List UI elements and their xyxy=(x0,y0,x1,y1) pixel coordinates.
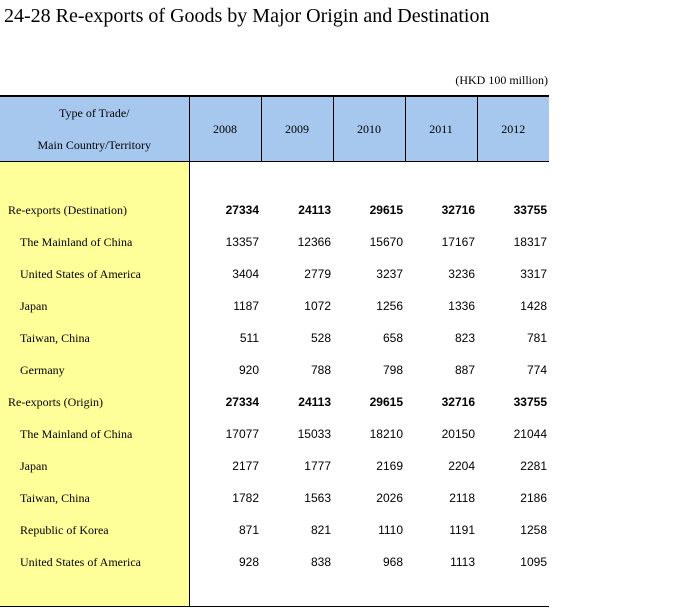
table-cell: 2169 xyxy=(376,459,403,473)
table-cell: 1256 xyxy=(376,299,403,313)
table-row-reexports-origin: Re-exports (Origin) 27334 24113 29615 32… xyxy=(0,386,549,418)
page-title: 24-28 Re-exports of Goods by Major Origi… xyxy=(4,5,490,27)
table-cell: 1777 xyxy=(304,459,331,473)
header-year-2012: 2012 xyxy=(476,95,549,162)
header-year-2010: 2010 xyxy=(332,95,405,162)
row-label: The Mainland of China xyxy=(0,226,190,258)
table-cell: 2281 xyxy=(520,459,547,473)
table-cell: 21044 xyxy=(513,427,547,441)
table-cell: 1336 xyxy=(448,299,475,313)
row-label: Taiwan, China xyxy=(0,322,190,354)
header-year-2011: 2011 xyxy=(404,95,477,162)
table-cell: 32716 xyxy=(441,203,475,217)
table-cell: 2026 xyxy=(376,491,403,505)
table-row: Republic of Korea 871 821 1110 1191 1258 xyxy=(0,514,549,546)
table-cell: 32716 xyxy=(441,395,475,409)
table-cell: 821 xyxy=(310,523,331,537)
table-cell: 968 xyxy=(382,555,403,569)
table-cell: 823 xyxy=(454,331,475,345)
table-cell: 24113 xyxy=(298,203,331,217)
table-cell: 2186 xyxy=(520,491,547,505)
table-cell: 29615 xyxy=(369,395,403,409)
table-cell: 528 xyxy=(310,331,331,345)
table-cell: 1191 xyxy=(449,523,475,537)
table-cell: 18210 xyxy=(369,427,403,441)
table-cell: 788 xyxy=(310,363,331,377)
table-cell: 871 xyxy=(238,523,259,537)
table-row: Japan 2177 1777 2169 2204 2281 xyxy=(0,450,549,482)
table-cell: 1072 xyxy=(304,299,331,313)
row-label: Germany xyxy=(0,354,190,386)
table-cell: 20150 xyxy=(441,427,475,441)
table-row: Japan 1187 1072 1256 1336 1428 xyxy=(0,290,549,322)
row-label: Re-exports (Destination) xyxy=(0,194,190,226)
row-label: Re-exports (Origin) xyxy=(0,386,190,418)
table-cell: 24113 xyxy=(298,395,331,409)
header-label-line1: Type of Trade/ xyxy=(59,106,130,120)
table-cell: 2177 xyxy=(232,459,259,473)
table-row: United States of America 928 838 968 111… xyxy=(0,546,549,578)
table-cell: 3317 xyxy=(520,267,547,281)
table-cell: 17167 xyxy=(441,235,475,249)
header-year-2008: 2008 xyxy=(188,95,261,162)
table-cell: 774 xyxy=(526,363,547,377)
reexports-table: Type of Trade/ Main Country/Territory 20… xyxy=(0,95,549,607)
table-cell: 838 xyxy=(310,555,331,569)
table-cell: 15670 xyxy=(369,235,403,249)
header-label-line2: Main Country/Territory xyxy=(37,138,151,152)
table-cell: 1187 xyxy=(233,299,259,313)
table-row: The Mainland of China 17077 15033 18210 … xyxy=(0,418,549,450)
table-cell: 18317 xyxy=(513,235,547,249)
table-cell: 3404 xyxy=(232,267,259,281)
table-cell: 3236 xyxy=(448,267,475,281)
table-cell: 887 xyxy=(454,363,475,377)
table-cell: 3237 xyxy=(376,267,403,281)
table-cell: 13357 xyxy=(225,235,259,249)
table-row: Germany 920 788 798 887 774 xyxy=(0,354,549,386)
table-cell: 12366 xyxy=(297,235,331,249)
table-cell: 1428 xyxy=(520,299,547,313)
spacer-row xyxy=(0,161,549,194)
row-label: Republic of Korea xyxy=(0,514,190,546)
table-cell: 17077 xyxy=(225,427,259,441)
table-row-reexports-destination: Re-exports (Destination) 27334 24113 296… xyxy=(0,194,549,226)
row-label: Japan xyxy=(0,290,190,322)
table-cell: 928 xyxy=(238,555,259,569)
table-cell: 27334 xyxy=(225,203,259,217)
table-cell: 1782 xyxy=(232,491,259,505)
table-cell: 1110 xyxy=(378,523,403,537)
row-label: Taiwan, China xyxy=(0,482,190,514)
row-label: United States of America xyxy=(0,258,190,290)
table-cell: 1113 xyxy=(450,555,475,569)
table-cell: 781 xyxy=(526,331,547,345)
table-row: Taiwan, China 511 528 658 823 781 xyxy=(0,322,549,354)
table-cell: 798 xyxy=(382,363,403,377)
table-cell: 2204 xyxy=(448,459,475,473)
table-cell: 920 xyxy=(238,363,259,377)
table-cell: 1563 xyxy=(304,491,331,505)
table-row: United States of America 3404 2779 3237 … xyxy=(0,258,549,290)
row-label: The Mainland of China xyxy=(0,418,190,450)
table-cell: 27334 xyxy=(225,395,259,409)
table-cell: 33755 xyxy=(513,203,547,217)
row-label: United States of America xyxy=(0,546,190,578)
table-cell: 511 xyxy=(239,331,259,345)
table-cell: 658 xyxy=(382,331,403,345)
table-cell: 1258 xyxy=(520,523,547,537)
header-row: Type of Trade/ Main Country/Territory 20… xyxy=(0,95,549,162)
table-row: Taiwan, China 1782 1563 2026 2118 2186 xyxy=(0,482,549,514)
header-label-cell: Type of Trade/ Main Country/Territory xyxy=(0,95,189,162)
unit-note: (HKD 100 million) xyxy=(455,73,548,87)
table-cell: 15033 xyxy=(297,427,331,441)
table-row: The Mainland of China 13357 12366 15670 … xyxy=(0,226,549,258)
table-cell: 1095 xyxy=(520,555,547,569)
row-label: Japan xyxy=(0,450,190,482)
table-cell: 2779 xyxy=(304,267,331,281)
table-cell: 2118 xyxy=(449,491,475,505)
spacer-row xyxy=(0,578,549,607)
table-cell: 33755 xyxy=(513,395,547,409)
header-year-2009: 2009 xyxy=(260,95,333,162)
table-cell: 29615 xyxy=(369,203,403,217)
